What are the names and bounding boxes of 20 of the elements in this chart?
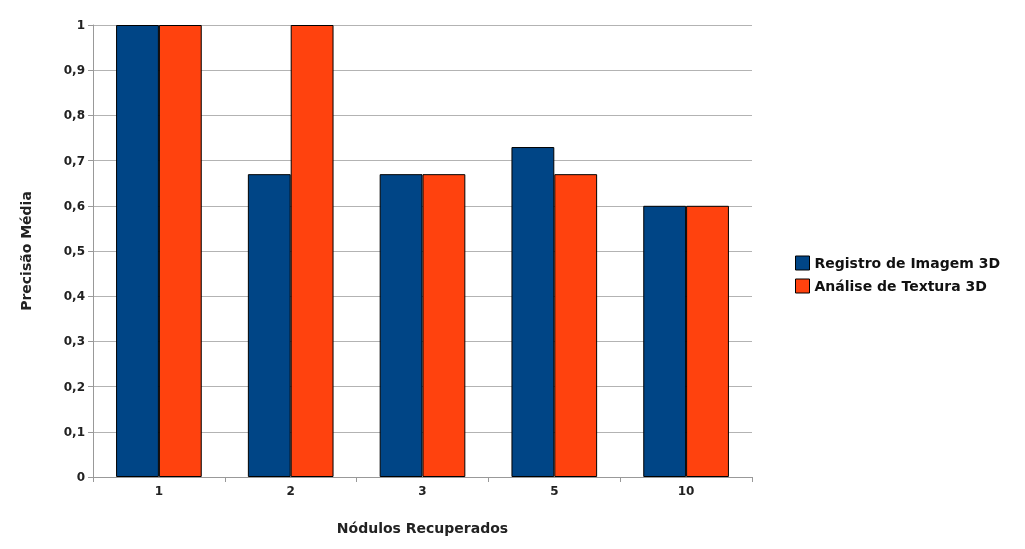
- y-tick-label: 0,1: [63, 424, 85, 439]
- y-tick-label: 0,5: [63, 244, 85, 258]
- x-tick-label: 5: [550, 484, 559, 498]
- x-tick-label: 2: [286, 484, 295, 498]
- y-tick-label: 0,2: [63, 379, 85, 394]
- y-axis-title: Precisão Média: [18, 191, 34, 311]
- y-tick-label: 0: [76, 470, 85, 484]
- y-tick-label: 0,4: [63, 289, 85, 304]
- legend-label: Análise de Textura 3D: [814, 278, 987, 294]
- x-tick-label: 10: [677, 484, 695, 498]
- x-tick-label: 3: [418, 484, 427, 498]
- y-tick-label: 0,8: [63, 108, 85, 123]
- legend-label: Registro de Imagem 3D: [814, 255, 1001, 271]
- y-tick-label: 0,9: [63, 63, 85, 78]
- y-tick-label: 0,6: [63, 198, 85, 213]
- y-tick-label: 0,7: [63, 153, 85, 168]
- y-tick-label: 0,3: [63, 334, 85, 349]
- x-axis-title: Nódulos Recuperados: [336, 520, 509, 536]
- x-tick-label: 1: [154, 484, 164, 498]
- y-tick-label: 1: [76, 18, 85, 32]
